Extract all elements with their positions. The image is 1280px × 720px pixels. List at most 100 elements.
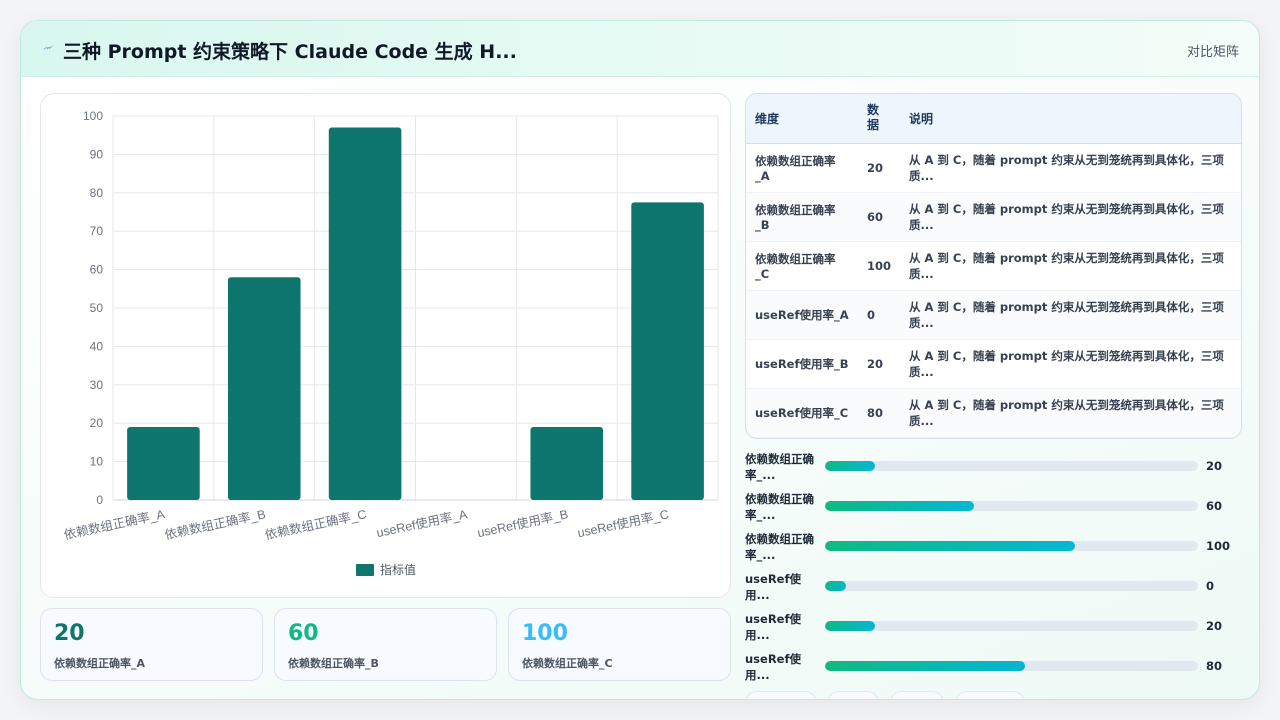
column-header[interactable]: 维度 [746,94,858,144]
cell-description: 从 A 到 C，随着 prompt 约束从无到笼统再到具体化，三项质... [900,241,1241,291]
progress-label: 依赖数组正确率_... [745,492,814,522]
cell-value: 20 [858,143,901,193]
stat-value: 100 [522,621,568,646]
bar [631,202,704,500]
cell-dimension: useRef使用率_C [746,388,858,438]
cell-dimension: 依赖数组正确率_C [746,241,858,291]
progress-value: 20 [1206,459,1223,473]
cell-description: 从 A 到 C，随着 prompt 约束从无到笼统再到具体化，三项质... [900,339,1241,389]
cell-value: 0 [858,290,901,340]
column-header[interactable]: 数据 [858,94,901,144]
data-table: 维度 数据 说明 依赖数组正确率_A 20 从 A 到 C，随着 prompt … [746,94,1241,438]
progress-fill [825,501,975,511]
y-tick-label: 20 [90,416,104,430]
cell-dimension: 依赖数组正确率_B [746,192,858,242]
progress-label: useRef使用... [745,572,801,602]
x-tick-label: 依赖数组正确率_B [163,506,267,542]
stat-value: 60 [288,621,319,646]
stat-label: 依赖数组正确率_C [522,657,613,670]
bar [227,277,301,500]
progress-row: useRef使用... 20 [745,611,1245,651]
progress-row: useRef使用... 80 [745,651,1245,691]
x-tick-label: useRef使用率_B [476,506,570,540]
y-tick-label: 70 [90,224,104,238]
y-tick-label: 10 [90,455,104,469]
progress-row: useRef使用... 0 [745,571,1245,611]
progress-value: 80 [1206,659,1223,673]
x-tick-label: 依赖数组正确率_A [62,506,166,542]
cell-description: 从 A 到 C，随着 prompt 约束从无到笼统再到具体化，三项质... [900,388,1241,438]
stat-card: 20 依赖数组正确率_A [40,608,263,681]
cell-value: 20 [858,339,901,389]
progress-track [825,621,1198,631]
legend-label: 指标值 [380,562,416,577]
bar-chart: 0 10 20 30 40 50 60 70 80 90 100 依赖数组正确率_A依赖数组正确率_B… [62,109,719,577]
cell-dimension: 依赖数组正确率_A [746,143,858,193]
stat-label: 依赖数组正确率_B [288,657,379,670]
lightning-icon [42,45,54,50]
tag-pill[interactable] [890,691,944,699]
progress-row: 依赖数组正确率_... 60 [745,491,1245,531]
stat-card: 100 依赖数组正确率_C [508,608,731,681]
progress-value: 20 [1206,619,1223,633]
cell-value: 100 [858,241,901,291]
progress-track [825,461,1198,471]
progress-label: useRef使用... [745,612,801,642]
progress-list: 依赖数组正确率_... 20 依赖数组正确率_... 60 依赖数组正确率_..… [745,451,1245,691]
cell-dimension: useRef使用率_B [746,339,858,389]
column-header-text: 数据 [867,103,880,133]
stat-label: 依赖数组正确率_A [54,657,146,670]
y-tick-label: 100 [83,109,103,123]
y-tick-label: 50 [90,301,104,315]
y-tick-label: 90 [90,147,104,161]
tag-pill[interactable] [955,691,1025,699]
table-row[interactable]: useRef使用率_B 20 从 A 到 C，随着 prompt 约束从无到笼统… [746,339,1241,389]
progress-label: useRef使用... [745,652,801,682]
stat-card: 60 依赖数组正确率_B [274,608,497,681]
progress-value: 100 [1206,539,1231,553]
progress-fill [825,621,876,631]
header: 三种 Prompt 约束策略下 Claude Code 生成 H... 对比矩阵 [21,21,1259,77]
progress-row: 依赖数组正确率_... 100 [745,531,1245,571]
progress-track [825,541,1198,551]
x-tick-label: 依赖数组正确率_C [263,506,367,542]
tag-pill[interactable] [745,691,817,699]
progress-value: 60 [1206,499,1223,513]
page-title: 三种 Prompt 约束策略下 Claude Code 生成 H... [63,41,517,63]
chart-panel: 0 10 20 30 40 50 60 70 80 90 100 依赖数组正确率_A 依赖数组正确率_B… [40,93,731,598]
cell-value: 60 [858,192,901,242]
progress-track [825,661,1198,671]
bar [328,127,402,500]
cell-description: 从 A 到 C，随着 prompt 约束从无到笼统再到具体化，三项质... [900,192,1241,242]
table-row[interactable]: 依赖数组正确率_C 100 从 A 到 C，随着 prompt 约束从无到笼统再… [746,241,1241,291]
column-header[interactable]: 说明 [900,94,1241,144]
table-row[interactable]: 依赖数组正确率_B 60 从 A 到 C，随着 prompt 约束从无到笼统再到… [746,192,1241,242]
cell-dimension: useRef使用率_A [746,290,858,340]
table-row[interactable]: useRef使用率_C 80 从 A 到 C，随着 prompt 约束从无到笼统… [746,388,1241,438]
progress-label: 依赖数组正确率_... [745,452,814,482]
y-tick-label: 60 [90,263,104,277]
x-tick-label: useRef使用率_C [576,506,670,540]
table-row[interactable]: 依赖数组正确率_A 20 从 A 到 C，随着 prompt 约束从无到笼统再到… [746,143,1241,193]
tag-pill[interactable] [827,691,879,699]
bar [530,427,604,500]
cell-value: 80 [858,388,901,438]
comparison-matrix-label[interactable]: 对比矩阵 [1186,45,1239,60]
y-tick-label: 0 [96,493,103,507]
data-table-panel: 维度 数据 说明 依赖数组正确率_A 20 从 A 到 C，随着 prompt … [745,93,1242,439]
stat-value: 20 [54,621,85,646]
bar [127,427,200,500]
legend-swatch [356,564,374,576]
y-tick-label: 80 [90,186,104,200]
dashboard-card: 三种 Prompt 约束策略下 Claude Code 生成 H... 对比矩阵… [20,20,1260,700]
x-tick-label: useRef使用率_A [375,506,469,540]
progress-fill [825,661,1025,671]
y-tick-label: 30 [90,378,104,392]
table-header-row: 维度 数据 说明 [746,94,1241,144]
cell-description: 从 A 到 C，随着 prompt 约束从无到笼统再到具体化，三项质... [900,290,1241,340]
progress-track [825,501,1198,511]
table-row[interactable]: useRef使用率_A 0 从 A 到 C，随着 prompt 约束从无到笼统再… [746,290,1241,340]
y-tick-label: 40 [90,339,104,353]
progress-row: 依赖数组正确率_... 20 [745,451,1245,491]
progress-fill [825,461,876,471]
